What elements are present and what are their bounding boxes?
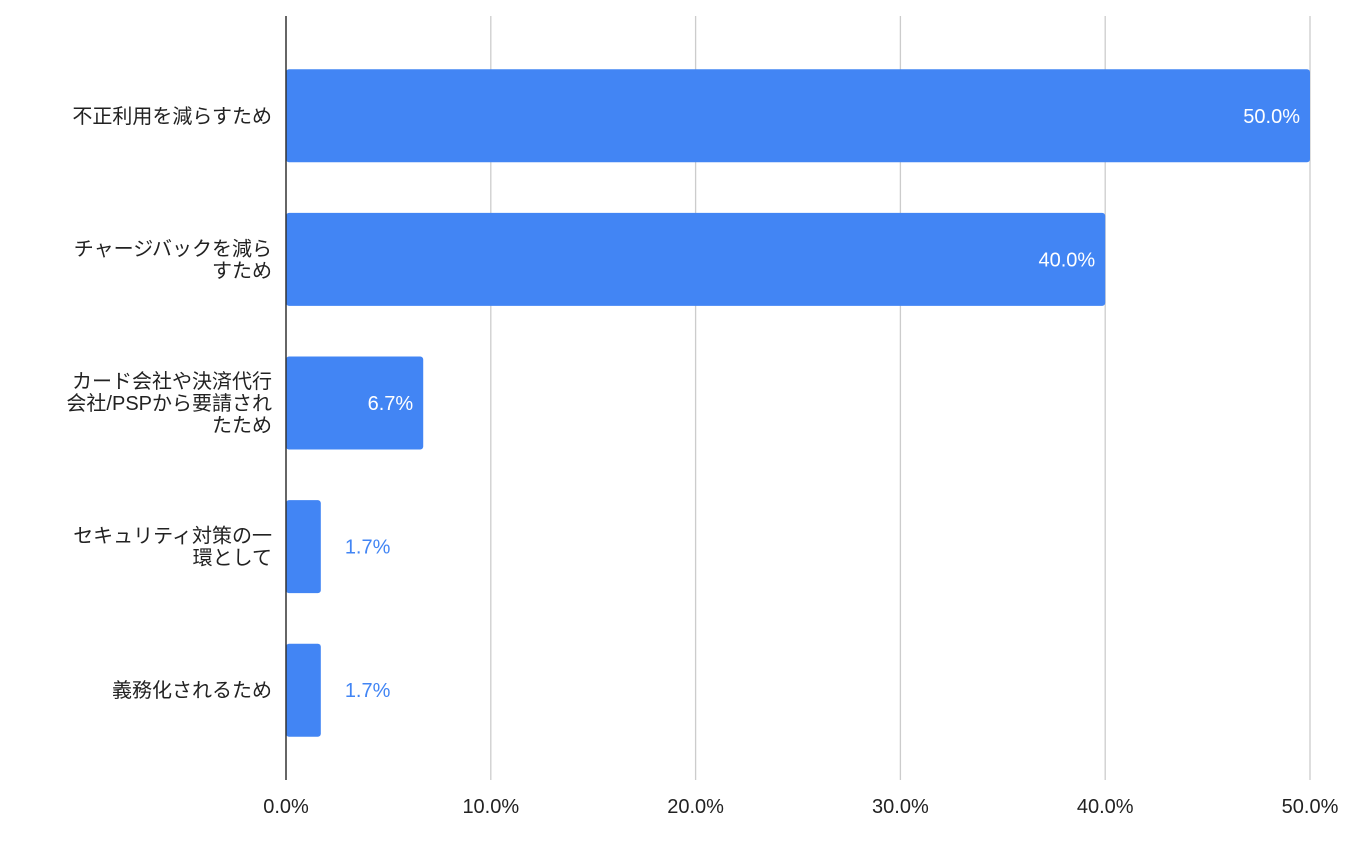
data-label: 1.7%	[345, 537, 391, 559]
category-label-line: セキュリティ対策の一	[73, 525, 272, 548]
bar	[286, 356, 424, 450]
category-label-line: カード会社や決済代行	[72, 370, 272, 393]
data-label: 40.0%	[1038, 249, 1095, 271]
category-label-line: たため	[212, 415, 272, 437]
category-label: セキュリティ対策の一環として	[73, 525, 272, 570]
x-tick-label: 50.0%	[1282, 796, 1339, 818]
bars	[286, 69, 1310, 737]
data-label: 1.7%	[345, 680, 391, 702]
x-tick-label: 40.0%	[1077, 796, 1134, 818]
category-label-line: 義務化されるため	[112, 679, 272, 702]
x-tick-label: 30.0%	[872, 796, 929, 818]
labels: 0.0% 10.0% 20.0% 30.0% 40.0% 50.0% 50.0% 不正利用を減…	[66, 105, 1338, 818]
category-label-line: チャージバックを減ら	[74, 237, 272, 260]
bar	[286, 69, 1310, 163]
category-label-line: 環として	[193, 548, 272, 570]
category-label: 不正利用を減らすため	[72, 105, 272, 128]
category-label: 義務化されるため	[112, 679, 272, 702]
category-label-line: 不正利用を減らすため	[72, 105, 272, 128]
bar	[286, 212, 1106, 306]
category-label-line: 会社/PSPから要請され	[66, 392, 272, 415]
x-tick-label: 20.0%	[667, 796, 724, 818]
data-label: 50.0%	[1243, 106, 1300, 128]
x-tick-label: 10.0%	[462, 796, 519, 818]
bar	[286, 500, 321, 594]
data-label: 6.7%	[368, 393, 414, 415]
category-label: チャージバックを減らすため	[74, 237, 272, 282]
bar	[286, 643, 321, 737]
category-label: カード会社や決済代行会社/PSPから要請されたため	[66, 370, 272, 437]
x-tick-label: 0.0%	[263, 796, 309, 818]
category-label-line: すため	[212, 260, 272, 282]
